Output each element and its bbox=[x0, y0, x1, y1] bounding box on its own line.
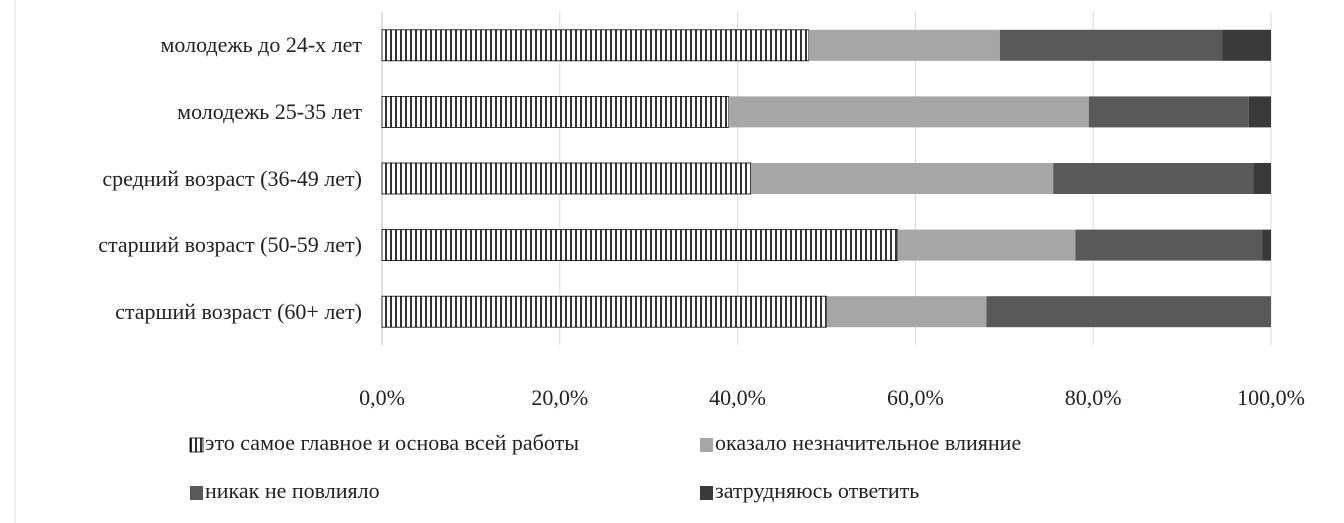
bar-segment bbox=[381, 29, 810, 62]
x-tick-label: 60,0% bbox=[887, 385, 944, 410]
bar-segment bbox=[1222, 29, 1271, 61]
x-tick-label: 20,0% bbox=[531, 385, 588, 410]
category-label-box: средний возраст (36-49 лет) bbox=[102, 144, 362, 214]
bar-segment bbox=[728, 96, 1089, 128]
category-label-box: молодежь до 24-х лет bbox=[160, 10, 362, 80]
bar-segment bbox=[381, 96, 730, 128]
category-label-box: старший возраст (50-59 лет) bbox=[98, 210, 362, 280]
bar-segment bbox=[1253, 163, 1271, 194]
legend-label: это самое главное и основа всей работы bbox=[205, 430, 579, 455]
x-tick-label: 100,0% bbox=[1237, 385, 1305, 410]
legend-swatch bbox=[700, 486, 713, 500]
x-tick-label: 0,0% bbox=[359, 385, 405, 410]
bar-segment bbox=[897, 229, 1076, 261]
legend-label: никак не повлияло bbox=[205, 478, 380, 503]
y-tick-label: средний возраст (36-49 лет) bbox=[102, 165, 362, 191]
y-tick-label: старший возраст (50-59 лет) bbox=[98, 232, 362, 258]
bar-segment bbox=[381, 162, 752, 195]
bar-segment bbox=[826, 296, 987, 328]
bar-segment bbox=[1053, 163, 1254, 194]
bar-segment bbox=[1262, 229, 1271, 261]
category-label-box: молодежь 25-35 лет bbox=[177, 77, 362, 147]
legend-swatch bbox=[189, 437, 204, 453]
bar-segment bbox=[381, 229, 899, 262]
legend-swatch bbox=[190, 486, 203, 500]
legend-label: оказало незначительное влияние bbox=[715, 430, 1021, 455]
y-tick-label: старший возраст (60+ лет) bbox=[115, 298, 362, 324]
x-tick-label: 80,0% bbox=[1065, 385, 1122, 410]
bar-segment bbox=[1075, 229, 1263, 261]
y-tick-label: молодежь до 24-х лет bbox=[160, 32, 362, 58]
bar-segment bbox=[750, 163, 1054, 194]
legend-label: затрудняюсь ответить bbox=[715, 478, 919, 503]
legend-swatch bbox=[700, 438, 713, 452]
bar-segment bbox=[986, 296, 1271, 328]
bar-segment bbox=[999, 29, 1223, 61]
bar-segment bbox=[1248, 96, 1271, 128]
bar-segment bbox=[381, 295, 827, 328]
y-tick-label: молодежь 25-35 лет bbox=[177, 98, 362, 124]
category-label-box: старший возраст (60+ лет) bbox=[115, 277, 362, 347]
x-tick-label: 40,0% bbox=[709, 385, 766, 410]
bar-segment bbox=[1088, 96, 1249, 128]
bar-segment bbox=[808, 29, 1000, 61]
